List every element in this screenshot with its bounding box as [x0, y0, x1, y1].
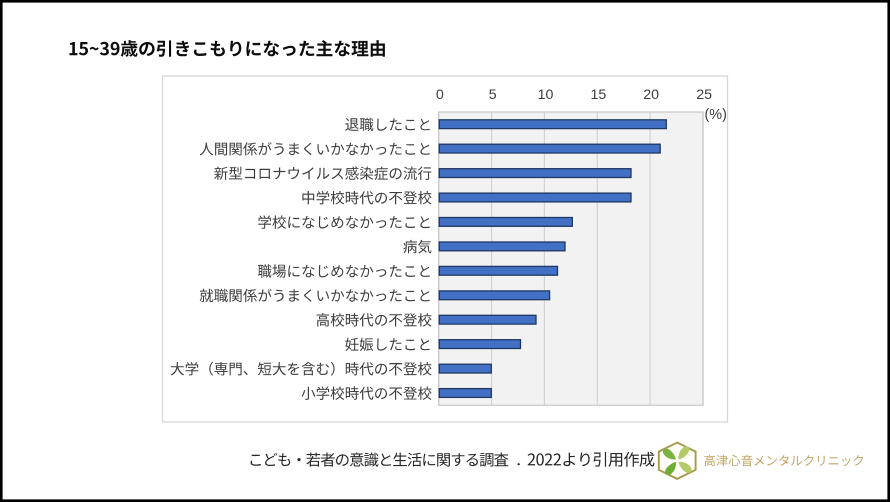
svg-text:5: 5	[489, 87, 497, 103]
svg-text:20: 20	[643, 87, 659, 103]
svg-text:10: 10	[538, 87, 554, 103]
svg-text:0: 0	[436, 87, 444, 103]
svg-text:25: 25	[696, 87, 712, 103]
svg-text:(%): (%)	[705, 107, 727, 123]
svg-text:15: 15	[591, 87, 607, 103]
